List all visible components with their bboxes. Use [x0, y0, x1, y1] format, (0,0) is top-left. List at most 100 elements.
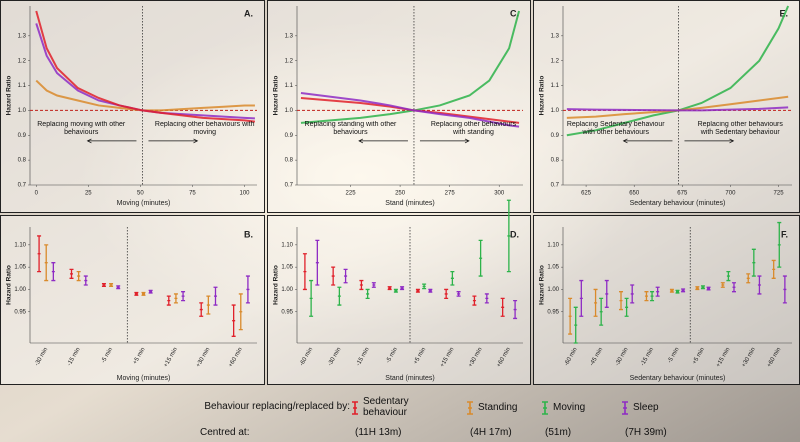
- error-bar: [181, 291, 186, 302]
- error-bar: [116, 285, 121, 290]
- error-bar: [173, 293, 178, 304]
- annotation-box: Replacing Sedentary behaviour with other…: [567, 121, 665, 136]
- legend-icon: [352, 401, 358, 415]
- y-tick-label: 0.7: [551, 183, 560, 189]
- error-bar: [472, 295, 477, 306]
- error-bar: [371, 282, 376, 288]
- y-tick-label: 1.10: [281, 242, 293, 248]
- y-tick-label: 1.1: [551, 83, 560, 89]
- error-bar: [393, 288, 398, 293]
- x-tick-label: 0: [35, 191, 39, 197]
- error-bar: [650, 291, 655, 302]
- error-bar: [731, 282, 736, 293]
- error-bar: [456, 291, 461, 297]
- error-bar: [309, 279, 314, 317]
- error-bar: [506, 199, 511, 273]
- y-axis-label: Hazard Ratio: [273, 76, 280, 116]
- series-line: [566, 95, 789, 119]
- error-bar: [700, 285, 705, 290]
- error-bar: [450, 270, 455, 286]
- y-tick-label: 1.3: [285, 33, 294, 39]
- x-axis-label: Sedentary behaviour (minutes): [630, 375, 726, 382]
- y-tick-label: 0.7: [18, 183, 27, 189]
- legend-label-box: Sedentary behaviour: [363, 396, 409, 418]
- x-axis-label: Sedentary behaviour (minutes): [630, 200, 726, 207]
- error-bar: [238, 293, 243, 331]
- centred-value-box: (4H 17m): [470, 427, 512, 438]
- x-axis-label: Moving (minutes): [117, 375, 171, 382]
- legend-icon: [467, 401, 473, 415]
- y-tick-label: 0.95: [14, 309, 26, 315]
- annotation-box: Replacing standing with other behaviours: [305, 121, 397, 136]
- error-bar: [726, 270, 731, 282]
- x-tick-label: 100: [239, 191, 250, 197]
- error-bar: [568, 297, 573, 335]
- y-tick-label: 1.1: [285, 83, 294, 89]
- y-tick-label: 0.95: [281, 309, 293, 315]
- panel-letter: E.: [779, 8, 788, 18]
- centred-value-box: (7H 39m): [625, 427, 667, 438]
- error-bar: [166, 295, 171, 306]
- annotation: Replacing other behaviours with standing: [430, 120, 517, 136]
- error-bar: [579, 279, 584, 317]
- error-bar: [573, 306, 578, 344]
- error-bar: [644, 291, 649, 302]
- x-tick-label: 300: [494, 191, 505, 197]
- error-bar: [83, 275, 88, 286]
- error-bar: [681, 288, 686, 293]
- annotation-arrow: [358, 138, 470, 144]
- error-bar: [315, 239, 320, 286]
- error-bar: [484, 293, 489, 304]
- error-bar: [624, 297, 629, 317]
- error-bar: [630, 284, 635, 304]
- error-bar: [478, 239, 483, 277]
- annotation-arrow: [622, 138, 735, 144]
- y-tick-label: 1.0: [551, 108, 560, 114]
- x-tick-label: 625: [581, 191, 592, 197]
- error-bar: [422, 283, 427, 290]
- error-bar: [343, 268, 348, 284]
- y-axis-label: Hazard Ratio: [539, 265, 546, 305]
- annotation: Replacing other behaviours with moving: [154, 120, 255, 136]
- error-bar: [302, 253, 307, 291]
- annotation-box: Replacing other behaviours with moving: [154, 120, 255, 136]
- y-tick-label: 1.1: [18, 83, 27, 89]
- centred-value: (4H 17m): [470, 427, 512, 438]
- y-tick-label: 1.00: [14, 287, 26, 293]
- x-axis-label: Stand (minutes): [385, 375, 434, 382]
- error-bar: [771, 259, 776, 279]
- legend-label: Sedentary behaviour: [363, 396, 409, 418]
- x-tick-label: 675: [677, 191, 688, 197]
- centred-value: (7H 39m): [625, 427, 667, 438]
- y-axis-label: Hazard Ratio: [539, 76, 546, 116]
- error-bar: [337, 286, 342, 306]
- error-bar: [359, 279, 364, 291]
- x-tick-label: 75: [189, 191, 196, 197]
- legend-title-box: Behaviour replacing/replaced by:: [204, 401, 350, 412]
- centred-title: Centred at:: [200, 427, 250, 438]
- error-bar: [400, 286, 405, 291]
- panel: [533, 215, 800, 385]
- y-tick-label: 0.9: [285, 133, 294, 139]
- y-tick-label: 0.8: [551, 158, 560, 164]
- error-bar: [593, 288, 598, 317]
- annotation: Replacing other behaviours with Sedentar…: [697, 120, 783, 136]
- error-bar: [231, 304, 236, 337]
- error-bar: [751, 248, 756, 277]
- error-bar: [69, 268, 74, 279]
- annotation-arrow: [86, 138, 199, 144]
- error-bar: [206, 295, 211, 315]
- x-tick-label: 50: [137, 191, 144, 197]
- error-bar: [37, 235, 42, 273]
- y-tick-label: 1.10: [547, 242, 559, 248]
- centred-value-box: (11H 13m): [355, 427, 402, 438]
- y-tick-label: 1.00: [281, 287, 293, 293]
- legend-label: Sleep: [633, 402, 659, 413]
- centred-value-box: (51m): [545, 427, 571, 438]
- y-tick-label: 0.9: [18, 133, 27, 139]
- error-bar: [365, 288, 370, 300]
- error-bar: [148, 289, 153, 294]
- y-tick-label: 1.05: [14, 265, 26, 271]
- y-tick-label: 1.3: [551, 33, 560, 39]
- error-bar: [415, 288, 420, 293]
